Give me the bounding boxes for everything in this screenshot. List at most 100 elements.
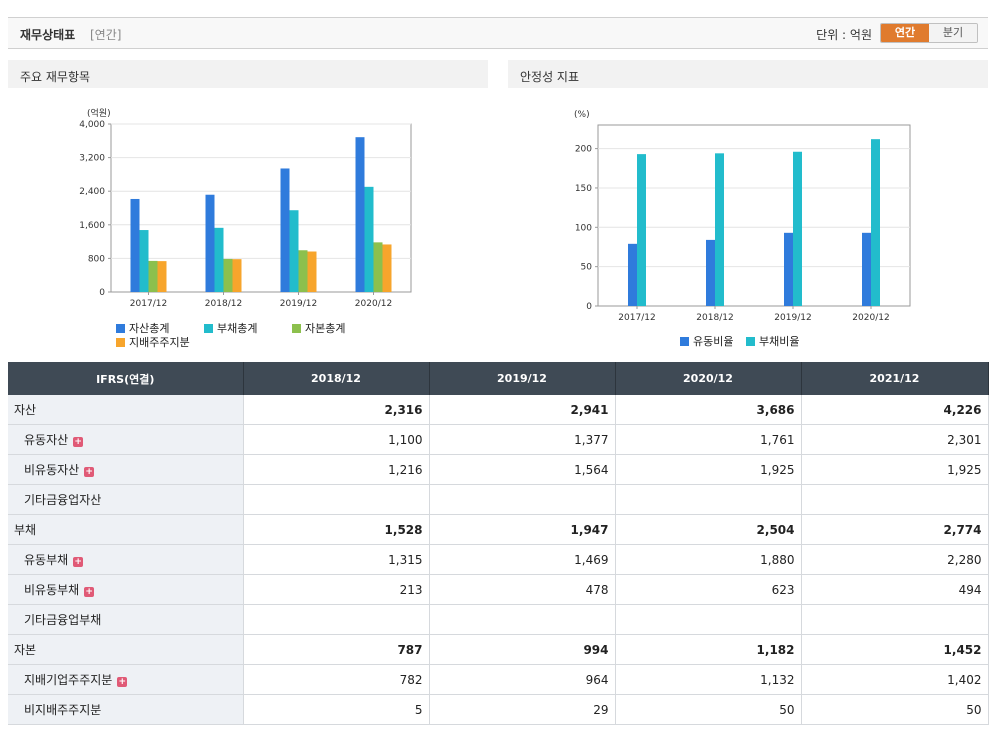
row-label-text: 자본 <box>14 643 37 657</box>
row-label: 비유동부채 + <box>8 574 244 605</box>
x-tick-label: 2017/12 <box>618 313 655 323</box>
x-tick-label: 2018/12 <box>696 313 733 323</box>
plot-area <box>597 124 911 307</box>
column-header: 2021/12 <box>801 362 989 395</box>
expand-plus-icon[interactable]: + <box>84 467 95 477</box>
table-cell <box>801 604 989 635</box>
bar-부채비율-2017/12 <box>637 154 646 306</box>
left-panel-header: 주요 재무항목 <box>8 60 488 88</box>
y-tick-label: 0 <box>99 288 105 298</box>
y-tick-label: 0 <box>586 302 592 312</box>
bar-부채총계-2019/12 <box>289 210 299 292</box>
table-cell: 1,761 <box>615 424 802 455</box>
table-cell: 964 <box>429 664 616 695</box>
bar-부채총계-2020/12 <box>364 186 374 292</box>
y-tick-label: 2,400 <box>79 187 105 197</box>
legend-label: 자산총계 <box>129 322 170 335</box>
row-label-text: 비지배주주지분 <box>24 703 102 717</box>
table-cell <box>243 484 430 515</box>
row-label: 비유동자산 + <box>8 454 244 485</box>
row-label-text: 지배기업주주지분 <box>24 673 113 687</box>
tab-quarterly[interactable]: 분기 <box>929 24 977 42</box>
row-label: 비지배주주지분 <box>8 694 244 725</box>
legend-swatch <box>116 338 125 347</box>
financial-items-chart-svg: (억원) 0 800 1,600 2,400 3,200 4,000 2017/12 2018/… <box>79 107 412 309</box>
table-row: 기타금융업자산 <box>8 484 989 515</box>
bar-지배주주지분-2020/12 <box>382 244 392 292</box>
right-panel-header: 안정성 지표 <box>508 60 988 88</box>
table-cell: 2,774 <box>801 514 989 545</box>
expand-plus-icon[interactable]: + <box>84 587 95 597</box>
bar-부채비율-2019/12 <box>793 151 802 306</box>
row-label-text: 기타금융업자산 <box>24 493 102 507</box>
table-cell: 1,377 <box>429 424 616 455</box>
row-label-text: 유동자산 <box>24 433 69 447</box>
row-label-text: 비유동자산 <box>24 463 80 477</box>
x-tick-label: 2017/12 <box>130 299 167 309</box>
table-cell: 2,941 <box>429 395 616 425</box>
column-header: 2020/12 <box>615 362 802 395</box>
period-toggle: 연간 분기 <box>880 23 978 43</box>
table-cell: 1,947 <box>429 514 616 545</box>
table-row: 비지배주주지분 5 29 50 50 <box>8 694 989 725</box>
unit-label: 단위 : 억원 <box>816 28 872 42</box>
x-tick-label: 2019/12 <box>774 313 811 323</box>
table-cell: 1,564 <box>429 454 616 485</box>
legend-item: 부채총계 <box>204 320 257 336</box>
row-label: 유동자산 + <box>8 424 244 455</box>
column-header: 2019/12 <box>429 362 616 395</box>
period-label: [연간] <box>90 28 122 42</box>
expand-plus-icon[interactable]: + <box>117 677 128 687</box>
table-cell: 1,452 <box>801 634 989 665</box>
legend-swatch <box>292 324 301 333</box>
chart-legend: 유동비율 부채비율 <box>680 333 880 349</box>
column-header: IFRS(연결) <box>8 362 244 395</box>
table-row: 유동자산 +1,100 1,377 1,761 2,301 <box>8 424 989 455</box>
table-row: 유동부채 +1,315 1,469 1,880 2,280 <box>8 544 989 575</box>
table-cell: 50 <box>801 694 989 725</box>
column-header: 2018/12 <box>243 362 430 395</box>
legend-item: 자산총계 <box>116 320 169 336</box>
table-cell: 1,132 <box>615 664 802 695</box>
table-row: 부채 1,528 1,947 2,504 2,774 <box>8 514 989 545</box>
legend-label: 자본총계 <box>305 322 346 335</box>
table-cell: 1,925 <box>615 454 802 485</box>
bar-자본총계-2017/12 <box>148 260 158 292</box>
expand-plus-icon[interactable]: + <box>73 557 84 567</box>
table-cell <box>243 604 430 635</box>
table-cell: 1,925 <box>801 454 989 485</box>
table-cell: 782 <box>243 664 430 695</box>
bar-자본총계-2018/12 <box>223 258 233 292</box>
table-cell: 2,316 <box>243 395 430 425</box>
bar-자본총계-2019/12 <box>298 250 308 292</box>
table-cell <box>615 604 802 635</box>
table-cell: 50 <box>615 694 802 725</box>
tab-annual[interactable]: 연간 <box>881 24 929 42</box>
table-row: 비유동부채 +213 478 623 494 <box>8 574 989 605</box>
y-axis-label: (억원) <box>87 107 111 119</box>
bar-자산총계-2019/12 <box>280 168 290 292</box>
table-cell: 3,686 <box>615 395 802 425</box>
row-label: 기타금융업부채 <box>8 604 244 635</box>
financial-items-chart: (억원) 0 800 1,600 2,400 3,200 4,000 2017/12 2018/… <box>8 88 488 358</box>
legend-swatch <box>680 337 689 346</box>
row-label: 기타금융업자산 <box>8 484 244 515</box>
y-tick-label: 1,600 <box>79 221 105 231</box>
section-header: 재무상태표 [연간] 단위 : 억원 연간 분기 <box>8 17 988 49</box>
row-label: 지배기업주주지분 + <box>8 664 244 695</box>
table-cell: 1,315 <box>243 544 430 575</box>
row-label-text: 기타금융업부채 <box>24 613 102 627</box>
table-cell: 2,301 <box>801 424 989 455</box>
y-tick-label: 50 <box>581 263 593 273</box>
bar-유동비율-2020/12 <box>862 232 871 306</box>
row-label: 유동부채 + <box>8 544 244 575</box>
bar-부채총계-2018/12 <box>214 227 224 292</box>
row-label-text: 유동부채 <box>24 553 69 567</box>
expand-plus-icon[interactable]: + <box>73 437 84 447</box>
table-cell: 1,402 <box>801 664 989 695</box>
y-tick-label: 150 <box>575 184 592 194</box>
bar-유동비율-2018/12 <box>706 239 715 306</box>
legend-swatch <box>116 324 125 333</box>
bar-부채총계-2017/12 <box>139 230 149 292</box>
table-cell <box>429 604 616 635</box>
